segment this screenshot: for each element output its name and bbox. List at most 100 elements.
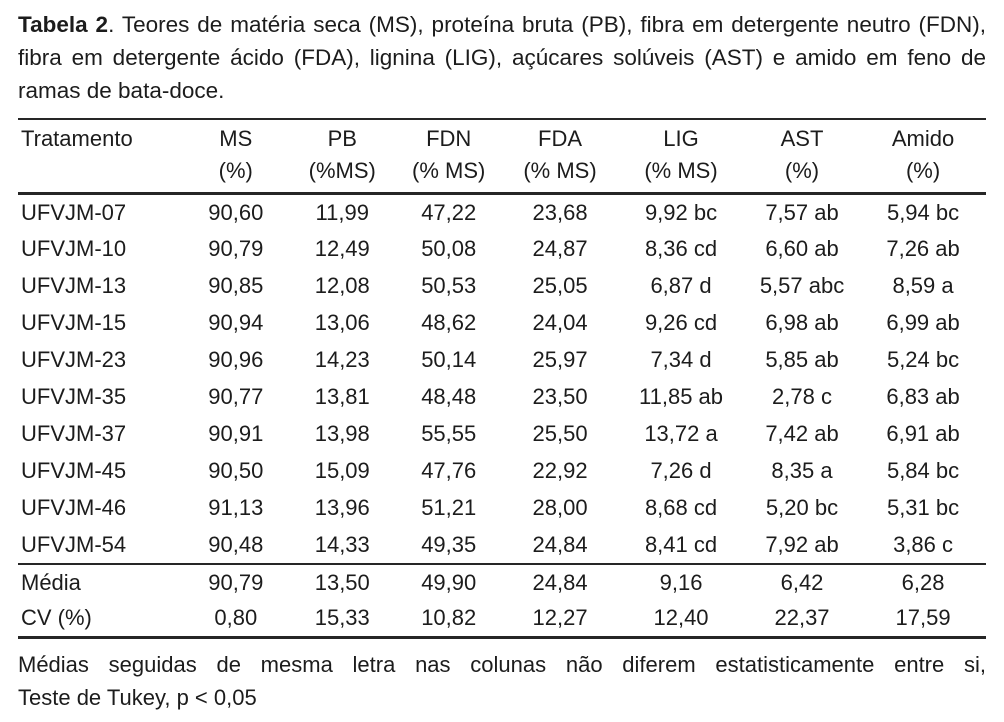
cell-lig: 9,26 cd	[644, 310, 718, 335]
cell-ms: 90,96	[208, 347, 264, 372]
column-label: AST	[780, 126, 824, 151]
column-unit: (%)	[218, 158, 253, 183]
cell-amido: 5,94 bc	[886, 199, 960, 225]
cell-fdn: 50,08	[421, 236, 477, 261]
column-label: Tratamento	[21, 126, 133, 151]
cell-ms: 90,60	[208, 199, 264, 225]
cell-ms: 90,79	[182, 562, 290, 601]
cell-fda: 24,84	[532, 531, 588, 557]
cell-treatment: CV (%)	[21, 605, 92, 631]
table-row: UFVJM-54 90,48 14,33 49,35 24,84 8,41 cd…	[18, 527, 986, 564]
footnote-line-2: Teste de Tukey, p < 0,05	[18, 685, 257, 710]
cell-lig: 8,41 cd	[644, 531, 718, 557]
cell-amido: 6,83 ab	[886, 384, 960, 409]
cell-ast: 7,42 ab	[765, 421, 839, 446]
cell-amido: 3,86 c	[893, 531, 954, 557]
cell-pb: 12,49	[314, 236, 370, 261]
table-caption-text: . Teores de matéria seca (MS), proteína …	[18, 12, 987, 103]
column-label: LIG	[663, 126, 699, 151]
cell-fdn: 50,53	[421, 273, 477, 298]
cell-ast: 5,57 abc	[759, 273, 845, 298]
cell-fdn: 49,90	[395, 562, 502, 601]
column-unit: (%MS)	[308, 158, 376, 183]
cell-fda: 23,50	[532, 384, 588, 409]
cell-treatment: UFVJM-15	[21, 310, 127, 335]
cell-fdn: 47,76	[421, 458, 477, 483]
cell-pb: 13,96	[314, 495, 370, 520]
column-label: Amido	[891, 126, 955, 151]
column-unit: (% MS)	[523, 158, 597, 183]
column-header-pb: PB (%MS)	[289, 119, 396, 195]
cell-lig: 8,68 cd	[644, 495, 718, 520]
column-label: FDA	[538, 126, 583, 151]
cell-ms: 90,91	[208, 421, 264, 446]
table-row: UFVJM-10 90,79 12,49 50,08 24,87 8,36 cd…	[18, 231, 986, 268]
cell-fdn: 48,62	[421, 310, 477, 335]
cell-treatment: UFVJM-54	[21, 531, 127, 557]
cell-lig: 6,87 d	[650, 273, 712, 298]
cell-amido: 6,28	[860, 562, 986, 601]
table-row: UFVJM-45 90,50 15,09 47,76 22,92 7,26 d …	[18, 453, 986, 490]
cell-treatment: UFVJM-23	[21, 347, 127, 372]
table-row: UFVJM-35 90,77 13,81 48,48 23,50 11,85 a…	[18, 379, 986, 416]
cell-amido: 5,24 bc	[886, 347, 960, 372]
cell-fda: 25,50	[532, 421, 588, 446]
cell-ast: 2,78 c	[772, 384, 832, 409]
cell-fda: 23,68	[532, 199, 588, 225]
table-caption: Tabela 2. Teores de matéria seca (MS), p…	[18, 8, 986, 107]
cell-ms: 90,79	[208, 236, 264, 261]
cell-ms: 90,77	[208, 384, 264, 409]
cell-amido: 6,99 ab	[886, 310, 960, 335]
cell-pb: 14,23	[314, 347, 370, 372]
table-footnote: Médias seguidas de mesma letra nas colun…	[18, 648, 986, 714]
cell-amido: 6,91 ab	[886, 421, 960, 446]
cell-ast: 5,85 ab	[765, 347, 839, 372]
column-label: MS	[219, 126, 253, 151]
cell-fda: 25,05	[532, 273, 588, 298]
cell-treatment: UFVJM-07	[21, 199, 127, 225]
cell-ast: 8,35 a	[771, 458, 833, 483]
table-row: UFVJM-13 90,85 12,08 50,53 25,05 6,87 d …	[18, 268, 986, 305]
cell-ast: 6,42	[743, 562, 861, 601]
cell-pb: 12,08	[314, 273, 370, 298]
column-header-fda: FDA (% MS)	[501, 119, 619, 195]
cell-treatment: UFVJM-13	[21, 273, 127, 298]
cell-fda: 28,00	[532, 495, 588, 520]
cell-amido: 5,31 bc	[886, 495, 960, 520]
cell-lig: 13,72 a	[644, 421, 718, 446]
column-header-fdn: FDN (% MS)	[395, 119, 502, 195]
cell-treatment: UFVJM-45	[21, 458, 127, 483]
cell-ms: 90,48	[208, 531, 264, 557]
cell-lig: 7,26 d	[650, 458, 712, 483]
cell-lig: 7,34 d	[650, 347, 712, 372]
column-label: FDN	[426, 126, 472, 151]
cell-fda: 24,84	[501, 562, 619, 601]
cell-pb: 13,81	[314, 384, 370, 409]
column-unit: (%)	[784, 158, 820, 183]
cell-fda: 25,97	[532, 347, 588, 372]
column-unit: (% MS)	[412, 158, 486, 183]
cell-amido: 8,59 a	[892, 273, 954, 298]
cell-ms: 90,94	[208, 310, 264, 335]
cell-treatment: UFVJM-46	[21, 495, 127, 520]
cell-fdn: 48,48	[421, 384, 477, 409]
cell-ms: 91,13	[208, 495, 264, 520]
column-unit: (% MS)	[644, 158, 718, 183]
table-row: UFVJM-37 90,91 13,98 55,55 25,50 13,72 a…	[18, 416, 986, 453]
cell-treatment: Média	[18, 562, 183, 601]
cell-fdn: 50,14	[421, 347, 477, 372]
cell-ast: 5,20 bc	[765, 495, 839, 520]
cell-ms: 90,50	[208, 458, 264, 483]
table-header: Tratamento MS (%) PB (%MS) FDN (% MS) FD…	[18, 119, 986, 195]
cell-ast: 22,37	[774, 605, 830, 631]
cell-pb: 14,33	[314, 531, 370, 557]
table-row: UFVJM-15 90,94 13,06 48,62 24,04 9,26 cd…	[18, 305, 986, 342]
column-header-tratamento: Tratamento	[18, 119, 183, 195]
column-header-lig: LIG (% MS)	[618, 119, 744, 195]
data-table: Tratamento MS (%) PB (%MS) FDN (% MS) FD…	[18, 118, 986, 639]
cell-treatment: UFVJM-35	[21, 384, 127, 409]
header-row: Tratamento MS (%) PB (%MS) FDN (% MS) FD…	[18, 119, 986, 195]
cell-fda: 12,27	[532, 605, 588, 631]
cell-fda: 24,04	[532, 310, 588, 335]
cell-amido: 7,26 ab	[886, 236, 960, 261]
